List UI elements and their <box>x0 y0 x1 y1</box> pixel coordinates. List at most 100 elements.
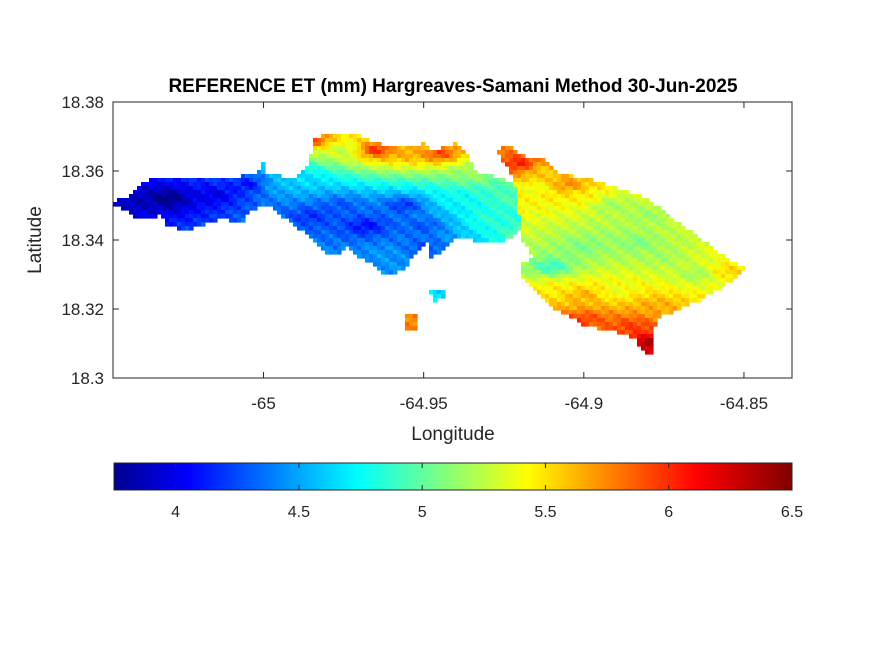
et-cell <box>513 150 518 155</box>
et-cell <box>457 222 462 227</box>
et-cell <box>381 194 386 199</box>
et-cell <box>333 242 338 247</box>
et-cell <box>521 218 526 223</box>
et-cell <box>513 178 518 183</box>
et-cell <box>245 190 250 195</box>
et-cell <box>637 246 642 251</box>
et-cell <box>325 138 330 143</box>
et-cell <box>601 270 606 275</box>
et-cell <box>149 202 154 207</box>
et-cell <box>377 262 382 267</box>
et-cell <box>601 242 606 247</box>
et-cell <box>289 186 294 191</box>
et-cell <box>701 250 706 255</box>
et-cell <box>357 214 362 219</box>
et-cell <box>497 234 502 239</box>
et-cell <box>589 274 594 279</box>
et-cell <box>337 182 342 187</box>
et-cell <box>653 314 658 319</box>
et-cell <box>417 162 422 167</box>
et-cell <box>237 214 242 219</box>
et-cell <box>425 222 430 227</box>
et-cell <box>437 294 442 299</box>
et-cell <box>577 210 582 215</box>
et-cell <box>689 298 694 303</box>
et-cell <box>701 246 706 251</box>
et-cell <box>385 222 390 227</box>
et-cell <box>261 162 266 167</box>
et-cell <box>573 190 578 195</box>
et-cell <box>585 226 590 231</box>
et-cell <box>653 322 658 327</box>
x-tick-label: -64.95 <box>400 394 448 413</box>
et-cell <box>573 274 578 279</box>
et-cell <box>605 222 610 227</box>
et-cell <box>161 190 166 195</box>
et-cell <box>705 274 710 279</box>
et-cell <box>461 182 466 187</box>
et-cell <box>345 174 350 179</box>
et-cell <box>693 298 698 303</box>
et-cell <box>665 310 670 315</box>
et-cell <box>689 266 694 271</box>
et-cell <box>513 182 518 187</box>
et-cell <box>573 230 578 235</box>
et-cell <box>389 250 394 255</box>
et-cell <box>181 206 186 211</box>
et-cell <box>357 142 362 147</box>
et-cell <box>289 198 294 203</box>
et-cell <box>409 238 414 243</box>
et-cell <box>441 222 446 227</box>
et-cell <box>453 158 458 163</box>
et-cell <box>349 218 354 223</box>
et-cell <box>389 186 394 191</box>
et-cell <box>189 186 194 191</box>
et-cell <box>621 326 626 331</box>
et-cell <box>573 250 578 255</box>
et-cell <box>549 282 554 287</box>
et-cell <box>565 242 570 247</box>
et-cell <box>385 146 390 151</box>
et-cell <box>497 194 502 199</box>
et-cell <box>345 150 350 155</box>
et-cell <box>677 246 682 251</box>
et-cell <box>561 302 566 307</box>
et-cell <box>377 222 382 227</box>
et-cell <box>553 174 558 179</box>
et-cell <box>273 190 278 195</box>
et-cell <box>533 282 538 287</box>
et-cell <box>545 294 550 299</box>
et-cell <box>389 198 394 203</box>
et-cell <box>409 234 414 239</box>
et-cell <box>645 314 650 319</box>
et-cell <box>481 202 486 207</box>
et-cell <box>465 190 470 195</box>
et-cell <box>349 174 354 179</box>
et-cell <box>229 190 234 195</box>
et-cell <box>585 302 590 307</box>
et-cell <box>437 170 442 175</box>
et-cell <box>125 202 130 207</box>
et-cell <box>517 222 522 227</box>
et-cell <box>449 234 454 239</box>
et-cell <box>453 146 458 151</box>
et-cell <box>241 214 246 219</box>
et-cell <box>649 314 654 319</box>
et-cell <box>537 202 542 207</box>
et-cell <box>357 170 362 175</box>
et-cell <box>565 274 570 279</box>
et-cell <box>169 206 174 211</box>
et-cell <box>689 262 694 267</box>
et-cell <box>429 158 434 163</box>
et-cell <box>449 170 454 175</box>
et-cell <box>321 214 326 219</box>
et-cell <box>325 142 330 147</box>
et-cell <box>589 230 594 235</box>
et-cell <box>293 214 298 219</box>
et-cell <box>525 274 530 279</box>
et-cell <box>593 242 598 247</box>
et-cell <box>245 186 250 191</box>
et-cell <box>565 182 570 187</box>
et-cell <box>365 250 370 255</box>
et-cell <box>589 290 594 295</box>
